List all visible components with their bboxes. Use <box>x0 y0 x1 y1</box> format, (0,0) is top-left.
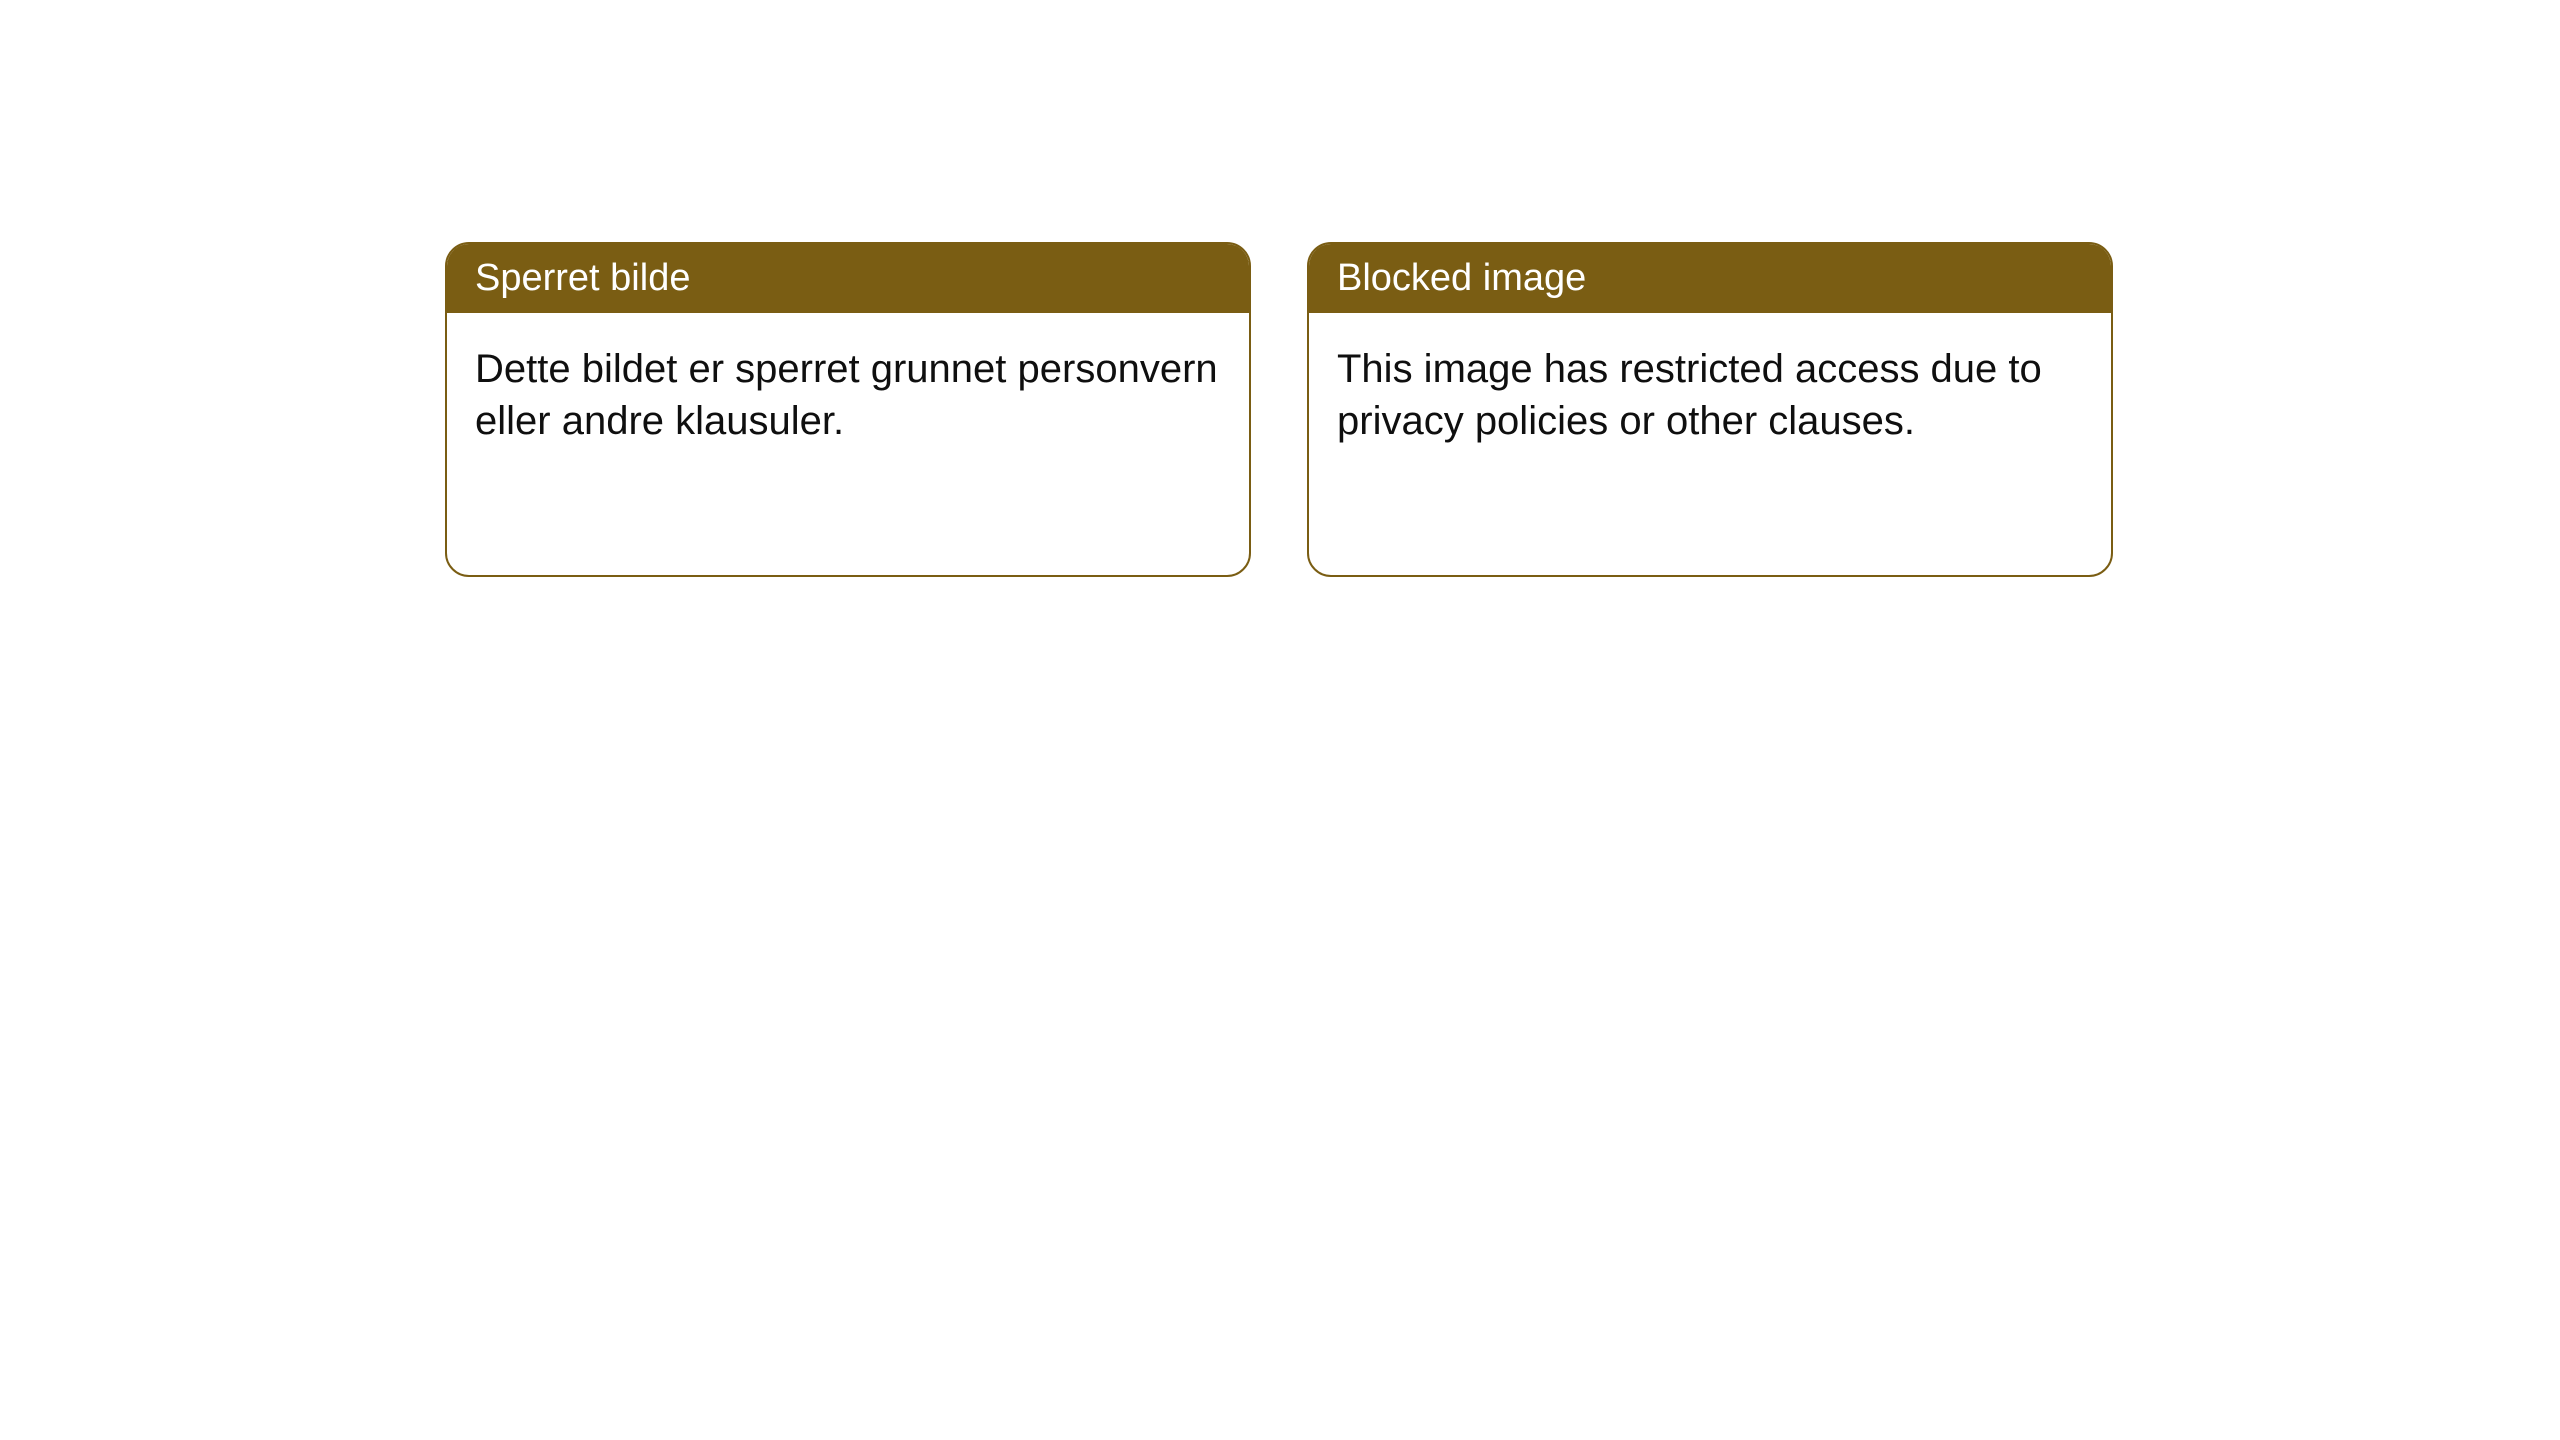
notice-container: Sperret bilde Dette bildet er sperret gr… <box>445 242 2113 577</box>
notice-header: Sperret bilde <box>447 244 1249 313</box>
notice-body: Dette bildet er sperret grunnet personve… <box>447 313 1249 477</box>
notice-body-text: This image has restricted access due to … <box>1337 347 2042 443</box>
notice-body: This image has restricted access due to … <box>1309 313 2111 477</box>
notice-body-text: Dette bildet er sperret grunnet personve… <box>475 347 1218 443</box>
notice-title: Blocked image <box>1337 257 1586 299</box>
notice-card-norwegian: Sperret bilde Dette bildet er sperret gr… <box>445 242 1251 577</box>
notice-title: Sperret bilde <box>475 257 690 299</box>
notice-header: Blocked image <box>1309 244 2111 313</box>
notice-card-english: Blocked image This image has restricted … <box>1307 242 2113 577</box>
